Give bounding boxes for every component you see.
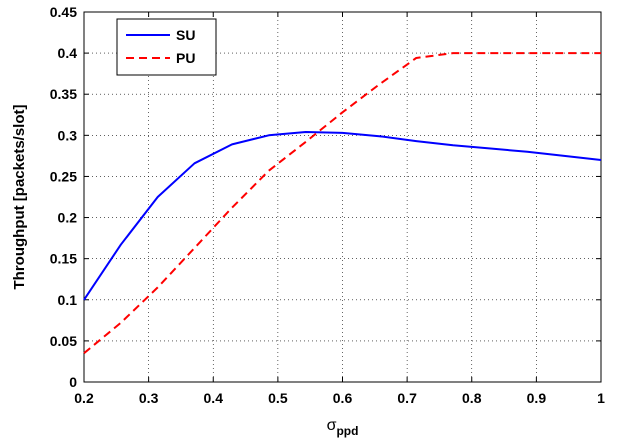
x-tick-label: 0.6 (333, 390, 353, 406)
y-tick-label: 0 (69, 374, 77, 390)
y-tick-label: 0.2 (58, 210, 78, 226)
series-line-pu (83, 52, 601, 354)
y-tick-label: 0.15 (50, 251, 77, 267)
y-tick-label: 0.45 (50, 4, 77, 20)
x-tick-label: 0.9 (527, 390, 547, 406)
x-tick-label: 1 (597, 390, 605, 406)
y-tick-label: 0.05 (50, 333, 77, 349)
y-axis-label: Throughput [packets/slot] (11, 105, 28, 290)
y-tick-label: 0.3 (58, 127, 78, 143)
x-axis-label-symbol: σ (327, 417, 337, 434)
grid-lines (84, 12, 601, 382)
x-tick-label: 0.7 (397, 390, 417, 406)
legend-box (116, 18, 217, 76)
legend-label-pu: PU (176, 50, 195, 66)
series-line-su (83, 131, 602, 301)
data-series (83, 52, 602, 354)
legend: SU PU (116, 18, 217, 76)
axis-ticks: 0.2 0.3 0.4 0.5 0.6 0.7 0.8 0.9 1 0 0.05 0.1 0.15 0.2… (50, 4, 605, 406)
x-tick-label: 0.5 (268, 390, 288, 406)
x-axis-label: σppd (327, 417, 359, 438)
legend-label-su: SU (176, 27, 195, 43)
y-tick-label: 0.4 (58, 45, 78, 61)
y-tick-label: 0.1 (58, 292, 78, 308)
y-tick-label: 0.25 (50, 168, 77, 184)
x-tick-label: 0.4 (204, 390, 224, 406)
x-tick-label: 0.8 (462, 390, 482, 406)
x-tick-label: 0.2 (74, 390, 94, 406)
y-tick-label: 0.35 (50, 86, 77, 102)
x-axis-label-subscript: ppd (336, 424, 358, 438)
x-tick-label: 0.3 (139, 390, 159, 406)
